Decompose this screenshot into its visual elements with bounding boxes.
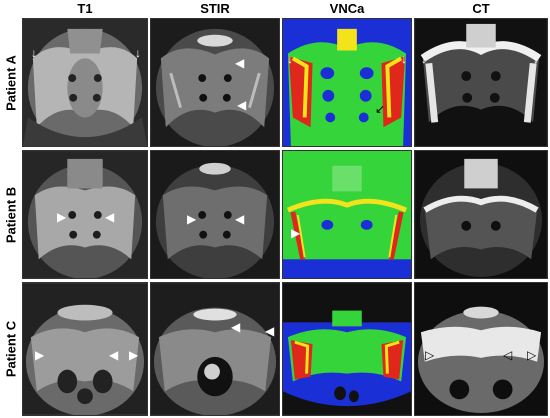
arrowhead-icon: ◀: [265, 324, 275, 338]
panel-patient-c-stir: ◀ ◀: [150, 282, 280, 416]
arrow-icon: ↓: [533, 52, 539, 66]
panel-patient-b-vnca: ▶: [282, 150, 412, 279]
panel-patient-b-ct: [414, 150, 548, 279]
ct-image: [415, 283, 547, 415]
arrowhead-icon: ◀: [235, 56, 245, 70]
arrowhead-icon: ◀: [235, 212, 245, 226]
vnca-color-map: [283, 283, 411, 415]
column-header-ct: CT: [472, 1, 490, 16]
panel-patient-a-stir: ◀ ◀: [150, 18, 280, 147]
panel-patient-c-t1: ▶ ◀ ▶: [22, 282, 148, 416]
arrowhead-icon: ▶: [291, 226, 301, 240]
arrow-icon: ↓: [287, 52, 293, 66]
mri-image: [151, 151, 279, 278]
row-label-patient-b: Patient B: [3, 186, 19, 243]
mri-image: [23, 283, 147, 415]
arrowhead-icon: ▶: [57, 210, 67, 224]
ct-image: [415, 19, 547, 146]
row-label-patient-a: Patient A: [3, 54, 19, 111]
arrow-icon: ↓: [31, 46, 37, 60]
mri-image: [151, 283, 279, 415]
arrowhead-icon: ▶: [187, 212, 197, 226]
arrow-icon: ↓: [401, 52, 407, 66]
row-label-patient-c: Patient C: [3, 320, 19, 378]
ct-image: [415, 151, 547, 278]
mri-image: [23, 19, 147, 146]
panel-patient-c-ct: ▷ ◁ ▷: [414, 282, 548, 416]
arrowhead-icon: ◁: [503, 348, 513, 362]
column-header-t1: T1: [77, 1, 93, 16]
arrowhead-icon: ◀: [109, 348, 119, 362]
arrow-icon: ↓: [421, 52, 427, 66]
panel-patient-b-stir: ▶ ◀: [150, 150, 280, 279]
arrowhead-icon: ◀: [105, 210, 115, 224]
arrow-icon: ↙: [375, 102, 386, 116]
arrowhead-icon: ▶: [35, 348, 45, 362]
panel-patient-a-ct: ↓ ↓: [414, 18, 548, 147]
arrowhead-icon: ◀: [231, 320, 241, 334]
panel-patient-c-vnca: [282, 282, 412, 416]
vnca-color-map: [283, 19, 411, 146]
arrowhead-icon: ◀: [237, 98, 247, 112]
arrowhead-icon: ▷: [425, 348, 435, 362]
vnca-color-map: [283, 151, 411, 278]
arrowhead-icon: ▶: [129, 348, 139, 362]
mri-image: [151, 19, 279, 146]
arrow-icon: ↓: [135, 46, 141, 60]
column-header-stir: STIR: [200, 1, 230, 16]
panel-patient-a-vnca: ↓ ↓ ↙: [282, 18, 412, 147]
arrowhead-icon: ▷: [527, 348, 537, 362]
panel-patient-a-t1: ↓ ↓: [22, 18, 148, 147]
mri-image: [23, 151, 147, 278]
column-header-vnca: VNCa: [329, 1, 365, 16]
panel-patient-b-t1: ▶ ◀: [22, 150, 148, 279]
